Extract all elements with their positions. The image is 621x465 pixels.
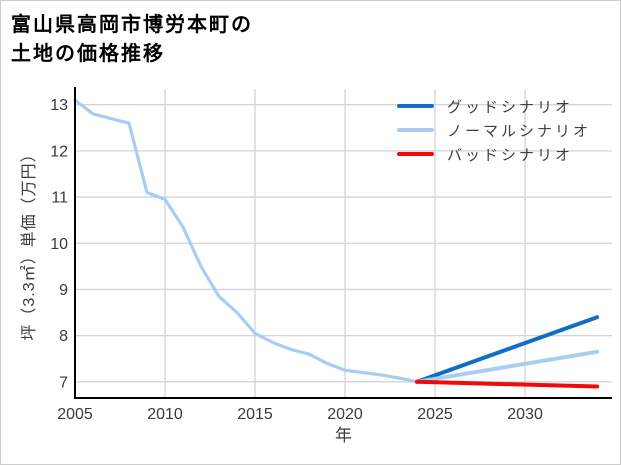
series-line-historical (73, 98, 419, 384)
legend-label-normal: ノーマルシナリオ (447, 122, 592, 140)
series-line-normal (415, 349, 600, 384)
x-tick-label: 2020 (327, 406, 363, 423)
bad-scenario-line-swatch (397, 152, 434, 156)
x-tick-label: 2030 (507, 406, 543, 423)
y-tick-label: 7 (59, 374, 68, 391)
x-tick-label: 2010 (147, 406, 183, 423)
legend-label-good: グッドシナリオ (447, 98, 574, 116)
normal-scenario-line-swatch (397, 128, 434, 132)
x-axis-title: 年 (335, 426, 352, 445)
legend: グッドシナリオ ノーマルシナリオ バッドシナリオ (397, 94, 591, 166)
y-tick-label: 13 (50, 97, 68, 114)
chart-title: 富山県高岡市博労本町の 土地の価格推移 (11, 11, 253, 69)
x-tick-label: 2015 (237, 406, 273, 423)
chart-title-line1: 富山県高岡市博労本町の (11, 14, 253, 36)
x-tick-label: 2005 (57, 406, 93, 423)
legend-row-normal: ノーマルシナリオ (397, 118, 591, 142)
series-line-good (415, 315, 600, 384)
good-scenario-line-swatch (397, 104, 434, 108)
y-tick-label: 9 (59, 282, 68, 299)
x-tick-label: 2025 (417, 406, 453, 423)
series-line-bad (415, 379, 600, 389)
legend-label-bad: バッドシナリオ (447, 146, 574, 164)
legend-row-bad: バッドシナリオ (397, 142, 591, 166)
y-tick-label: 11 (51, 190, 68, 207)
chart-title-line2: 土地の価格推移 (11, 43, 165, 65)
y-tick-label: 8 (59, 328, 68, 345)
y-tick-label: 10 (50, 236, 68, 253)
y-axis-title: 坪（3.3㎡）単価（万円） (21, 145, 38, 341)
y-tick-label: 12 (50, 143, 68, 160)
legend-row-good: グッドシナリオ (397, 94, 591, 118)
